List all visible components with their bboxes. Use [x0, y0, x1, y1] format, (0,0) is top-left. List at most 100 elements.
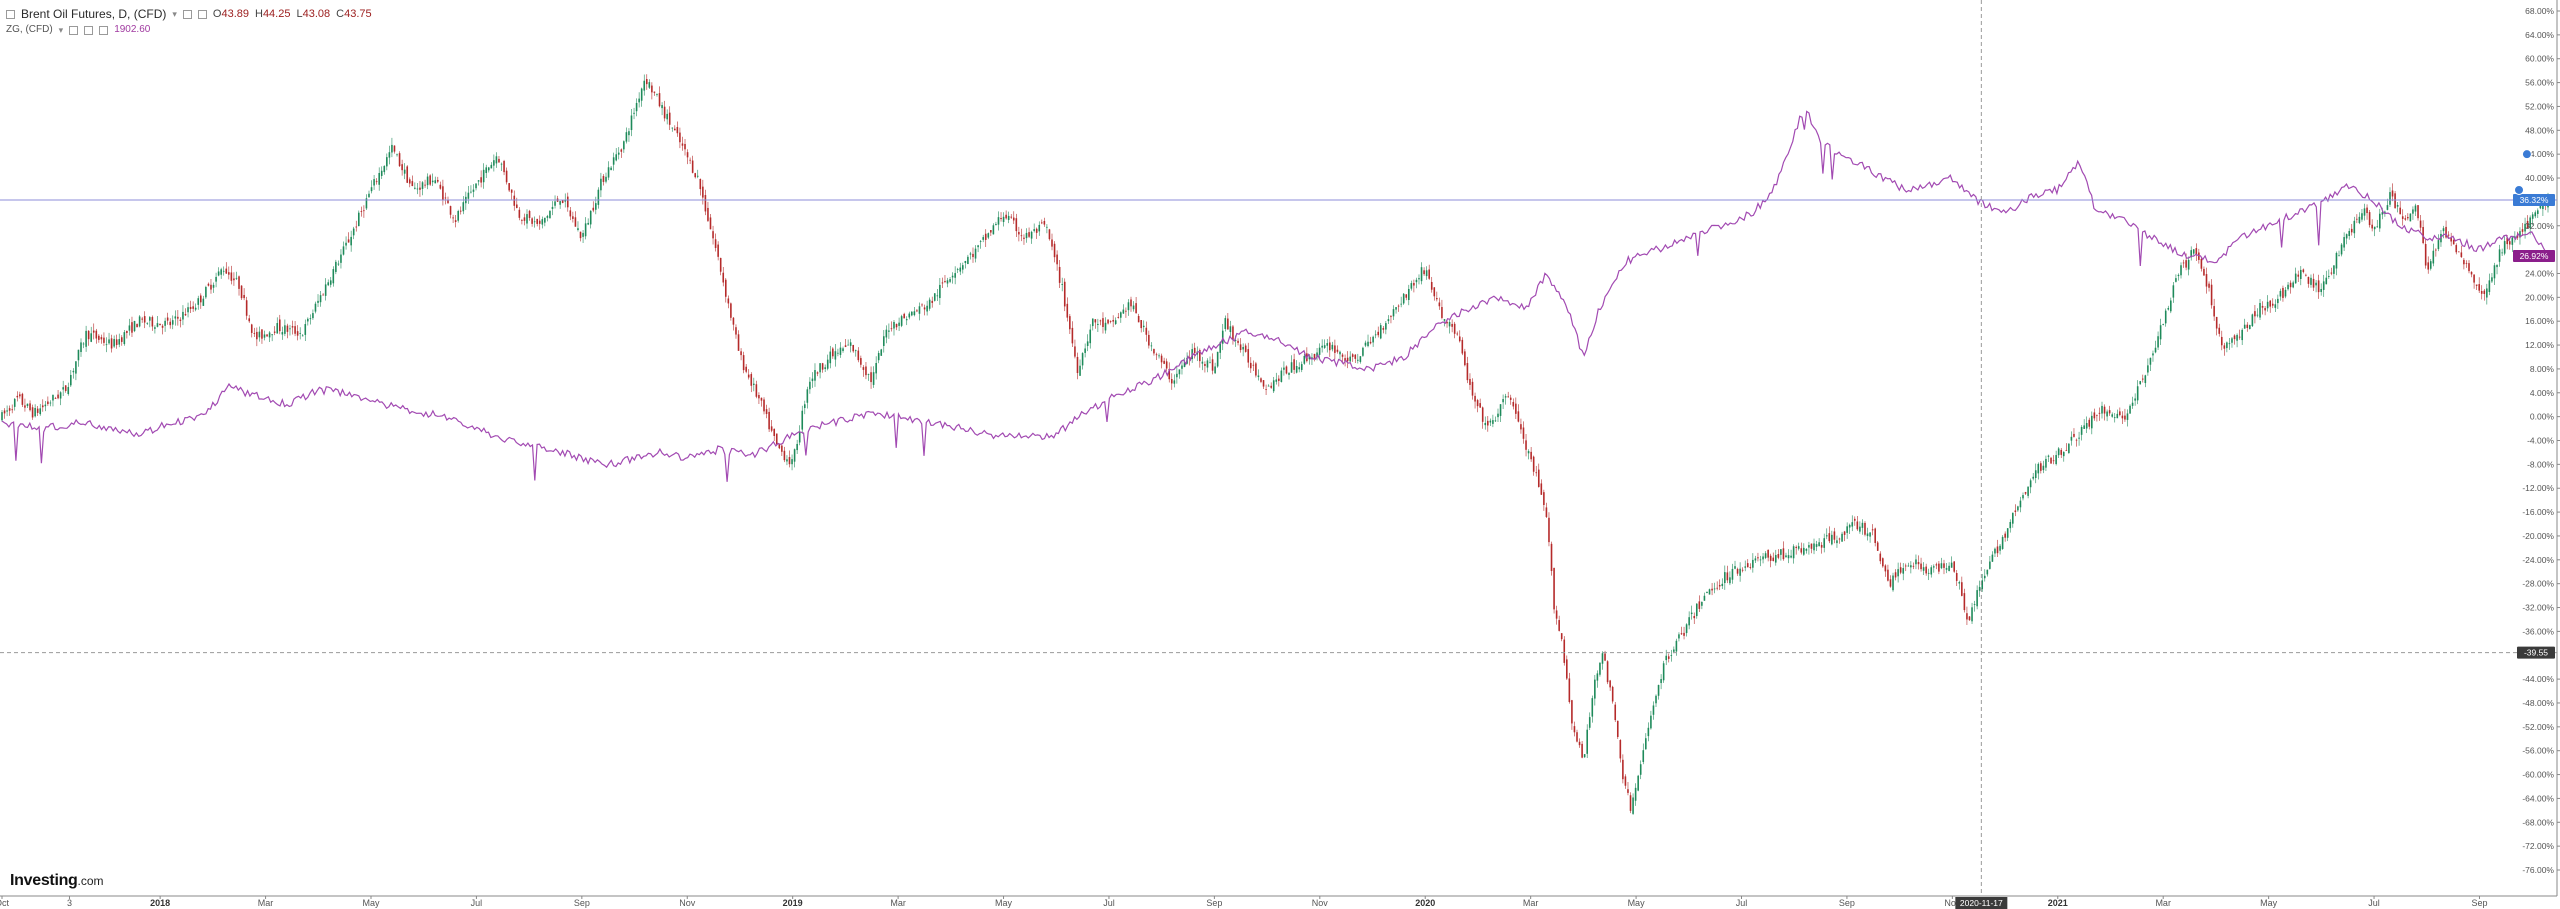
- candle-body: [1051, 239, 1053, 247]
- candle-body: [1683, 632, 1685, 636]
- candle-body: [1497, 413, 1499, 418]
- candle-body: [2134, 398, 2136, 401]
- candle-body: [1041, 222, 1043, 224]
- candle-body: [240, 285, 243, 299]
- y-tick-label: 68.00%: [2525, 6, 2554, 16]
- candle-body: [2101, 405, 2103, 414]
- candle-body: [2022, 495, 2024, 499]
- crosshair-y-badge: -39.55: [2524, 648, 2548, 658]
- brent-last-value-badge: 36.32%: [2520, 195, 2549, 205]
- candle-body: [600, 178, 602, 191]
- settings-toggle-icon[interactable]: [84, 25, 94, 35]
- candle-body: [1499, 404, 1502, 416]
- candle-body: [2537, 210, 2539, 214]
- candle-body: [424, 184, 426, 186]
- candle-body: [391, 144, 393, 153]
- axis-badges: 36.32% 26.92% -39.55 2020-11-17: [1955, 149, 2555, 909]
- visibility-toggle-icon[interactable]: [69, 25, 79, 35]
- candle-body: [974, 248, 977, 259]
- candle-body: [735, 327, 737, 335]
- candle-body: [1657, 685, 1660, 696]
- collapse-toggle-icon[interactable]: [6, 9, 15, 19]
- candle-body: [85, 330, 87, 347]
- candle-body: [2305, 274, 2307, 276]
- candle-body: [1507, 396, 1509, 398]
- x-tick-label: 3: [67, 898, 72, 908]
- candle-body: [1084, 348, 1086, 353]
- candle-body: [1451, 323, 1453, 327]
- x-tick-label: 2018: [150, 898, 170, 908]
- candle-body: [95, 330, 98, 339]
- candle-body: [350, 236, 352, 246]
- candle-body: [1943, 563, 1945, 568]
- candle-body: [31, 407, 34, 418]
- x-tick-label: Sep: [574, 898, 590, 908]
- candle-body: [1645, 738, 1647, 750]
- candle-body: [709, 217, 712, 230]
- candle-body: [1594, 679, 1596, 699]
- candle-body: [1079, 365, 1081, 376]
- candle-body: [2297, 274, 2300, 277]
- candle-body: [860, 358, 862, 365]
- time-axis[interactable]: Oct 3 2018 Mar May Jul Sep Nov 2019 Mar May Jul Sep N…: [0, 896, 2487, 908]
- candle-body: [679, 132, 681, 143]
- candle-body: [770, 426, 773, 431]
- candle-body: [684, 143, 686, 150]
- candle-body: [1904, 565, 1907, 567]
- y-tick-label: 4.00%: [2530, 388, 2555, 398]
- candle-body: [2531, 214, 2534, 219]
- candle-body: [238, 276, 240, 289]
- candle-body: [266, 334, 268, 337]
- price-axis[interactable]: 68.00% 64.00% 60.00% 56.00% 52.00% 48.00% 44.0…: [2522, 6, 2560, 875]
- candle-body: [1884, 565, 1887, 572]
- candle-body: [1163, 360, 1165, 364]
- remove-toggle-icon[interactable]: [99, 25, 109, 35]
- remove-toggle-icon[interactable]: [197, 9, 207, 19]
- compare-symbol-title[interactable]: ZG, (CFD): [6, 24, 53, 35]
- candle-body: [890, 328, 893, 330]
- candle-body: [2407, 216, 2409, 219]
- candle-body: [408, 179, 411, 184]
- candle-body: [2167, 307, 2170, 310]
- candle-body: [763, 399, 765, 412]
- candle-body: [2271, 303, 2274, 306]
- candle-body: [70, 374, 72, 386]
- candle-body: [1731, 568, 1734, 580]
- candle-body: [159, 323, 161, 326]
- candle-body: [1112, 319, 1114, 322]
- candle-body: [1680, 633, 1683, 635]
- candle-body: [2511, 237, 2514, 245]
- candle-body: [2493, 265, 2496, 279]
- candle-body: [245, 300, 248, 316]
- settings-toggle-icon[interactable]: [182, 9, 192, 19]
- candle-body: [1364, 342, 1367, 346]
- candle-body: [87, 330, 90, 340]
- candle-body: [1359, 356, 1362, 362]
- candle-body: [1385, 323, 1387, 330]
- candle-body: [2435, 249, 2437, 251]
- candle-body: [1634, 787, 1637, 801]
- ohlc-close: C43.75: [336, 8, 372, 20]
- chevron-down-icon[interactable]: ▾: [58, 25, 64, 35]
- main-symbol-title[interactable]: Brent Oil Futures, D, (CFD): [21, 7, 167, 21]
- candle-body: [582, 232, 584, 237]
- candle-body: [2376, 226, 2379, 228]
- x-tick-label: Mar: [1523, 898, 1539, 908]
- candle-body: [1369, 341, 1372, 344]
- candle-body: [1902, 568, 1905, 574]
- candle-body: [1344, 358, 1346, 362]
- candle-body: [2083, 425, 2085, 429]
- candle-body: [1316, 352, 1318, 358]
- candle-body: [2539, 205, 2542, 209]
- candle-body: [1917, 562, 1920, 565]
- candle-body: [2139, 381, 2142, 385]
- candle-body: [523, 217, 526, 221]
- chevron-down-icon[interactable]: ▾: [172, 9, 177, 19]
- candle-body: [1573, 726, 1576, 733]
- candle-body: [1117, 316, 1120, 318]
- candle-body: [118, 339, 121, 345]
- y-tick-label: -16.00%: [2522, 507, 2554, 517]
- y-tick-label: 8.00%: [2530, 364, 2555, 374]
- candle-body: [2330, 272, 2333, 274]
